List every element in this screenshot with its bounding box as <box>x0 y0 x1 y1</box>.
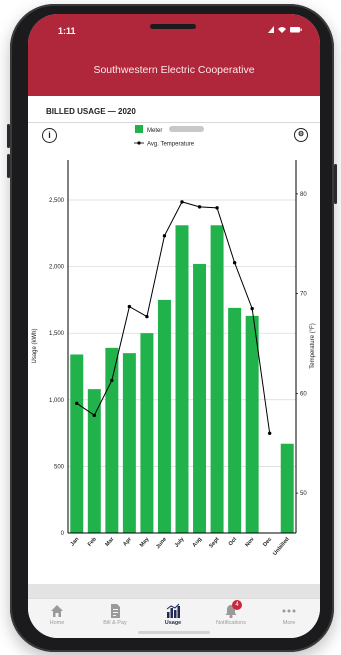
content-footer <box>28 584 320 598</box>
temperature-point <box>215 206 219 210</box>
usage-content: BILLED USAGE — 2020 i ⚙ Meter Avg. Tempe… <box>28 96 320 584</box>
meter-id-redacted <box>169 126 204 132</box>
tab-home[interactable]: Home <box>28 601 86 635</box>
app-header: 1:11 Southwestern Electric Cooperative <box>28 14 320 96</box>
bar <box>122 353 136 533</box>
tab-bill-pay[interactable]: Bill & Pay <box>86 601 144 635</box>
bar <box>280 443 294 533</box>
temperature-point <box>250 306 254 311</box>
more-icon <box>260 601 318 619</box>
y-tick-label: 0 <box>61 531 65 537</box>
y-tick-label: 500 <box>54 464 65 470</box>
x-tick-label: Apr <box>122 536 133 548</box>
temperature-line <box>76 201 271 434</box>
bill-icon <box>86 601 144 619</box>
legend-temp-label: Avg. Temperature <box>147 142 195 148</box>
bar <box>105 347 119 533</box>
tab-more[interactable]: More <box>260 601 318 635</box>
usage-icon <box>144 601 202 619</box>
y-tick-label: 1,000 <box>49 398 65 404</box>
bar <box>140 333 154 533</box>
y2-tick-label: 50 <box>300 491 307 497</box>
bar <box>193 263 207 533</box>
x-tick-label: May <box>139 536 151 549</box>
tab-label: Notifications <box>216 620 246 626</box>
temperature-point <box>145 314 149 319</box>
x-tick-label: Dec <box>262 536 273 548</box>
y-axis-title: Usage (kWh) <box>32 328 38 363</box>
notification-badge: 4 <box>232 600 242 610</box>
x-tick-label: Feb <box>87 536 98 548</box>
volume-down-button <box>7 154 10 178</box>
x-tick-label: Unbilled <box>272 536 291 556</box>
section-header: BILLED USAGE — 2020 <box>28 102 320 123</box>
temperature-point <box>197 205 202 209</box>
tab-usage[interactable]: Usage <box>144 601 202 635</box>
bar <box>210 225 224 533</box>
bar <box>87 389 101 533</box>
temperature-point <box>110 378 114 383</box>
section-title: BILLED USAGE — 2020 <box>46 107 136 116</box>
volume-up-button <box>7 124 10 148</box>
tab-label: Usage <box>164 620 182 626</box>
y2-axis-title: Temperature (°F) <box>310 323 316 368</box>
home-indicator <box>138 631 210 634</box>
bar <box>175 225 189 533</box>
usage-chart: Meter Avg. Temperature 0 500 1,000 1,500 2,0… <box>32 125 316 557</box>
power-button <box>334 164 337 204</box>
x-tick-label: Nov <box>244 536 256 549</box>
temperature-point <box>162 234 167 238</box>
y2-tick-label: 70 <box>300 292 307 298</box>
tab-label: Home <box>49 620 65 626</box>
cooperative-name: Southwestern Electric Cooperative <box>93 64 255 76</box>
y2-tick-label: 60 <box>300 391 307 397</box>
x-tick-label: June <box>155 536 168 550</box>
notch <box>150 24 196 29</box>
legend-meter-label: Meter <box>147 128 162 134</box>
x-tick-label: Oct <box>228 536 239 547</box>
bar <box>245 315 259 533</box>
y-tick-label: 2,500 <box>49 198 65 204</box>
tab-label: More <box>282 620 296 626</box>
bell-icon <box>202 601 260 619</box>
bar <box>70 354 84 533</box>
x-tick-label: July <box>174 536 186 549</box>
tab-label: Bill & Pay <box>103 620 127 626</box>
temperature-point <box>92 413 97 418</box>
x-tick-label: Mar <box>104 536 115 548</box>
y-tick-label: 2,000 <box>49 265 65 271</box>
bar <box>157 299 171 533</box>
temperature-point <box>127 304 132 309</box>
phone-screen: 1:11 Southwestern Electric Cooperative B… <box>28 14 320 638</box>
tab-notifications[interactable]: 4 Notifications <box>202 600 260 635</box>
x-tick-label: Sept <box>208 536 220 549</box>
status-icons <box>268 25 302 36</box>
temperature-point <box>232 261 237 265</box>
info-icon[interactable]: i <box>42 128 57 143</box>
settings-icon[interactable]: ⚙ <box>294 128 308 142</box>
temperature-point <box>267 431 272 435</box>
legend-temp-marker <box>137 141 141 145</box>
y-tick-label: 1,500 <box>49 331 65 337</box>
x-tick-label: Aug <box>192 536 203 548</box>
x-tick-label: Jan <box>70 536 81 548</box>
home-icon <box>28 601 86 619</box>
y2-tick-label: 80 <box>300 192 307 198</box>
signal-wifi-battery-icon <box>268 26 302 33</box>
tab-bar: Home Bill & Pay Usage 4 Notifications <box>28 598 320 638</box>
legend-meter-swatch <box>135 125 143 133</box>
temperature-point <box>75 401 79 406</box>
status-time: 1:11 <box>58 26 76 36</box>
plot-area: 0 500 1,000 1,500 2,000 2,500 50 60 70 80 Jan Feb… <box>32 160 316 557</box>
bar <box>228 307 242 533</box>
temperature-point <box>180 200 184 204</box>
